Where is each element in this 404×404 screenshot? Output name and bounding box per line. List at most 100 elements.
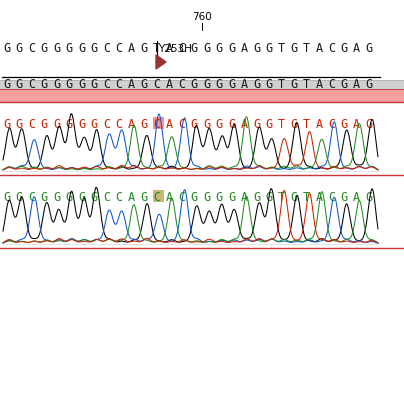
Text: G: G — [40, 118, 48, 131]
Text: G: G — [366, 42, 372, 55]
Text: A: A — [316, 118, 323, 131]
Text: T: T — [153, 42, 160, 55]
Text: T: T — [278, 78, 285, 91]
Text: G: G — [65, 118, 73, 131]
Text: G: G — [228, 78, 235, 91]
Text: G: G — [203, 78, 210, 91]
Text: G: G — [203, 118, 210, 131]
Text: A: A — [316, 78, 323, 91]
Text: C: C — [103, 42, 110, 55]
Text: G: G — [53, 118, 60, 131]
Text: T: T — [278, 42, 285, 55]
Text: G: G — [265, 78, 273, 91]
Text: G: G — [191, 78, 198, 91]
Text: G: G — [341, 118, 347, 131]
Text: C: C — [328, 118, 335, 131]
Text: A: A — [240, 118, 248, 131]
Text: G: G — [3, 78, 10, 91]
Text: C: C — [116, 118, 123, 131]
Text: G: G — [366, 191, 372, 204]
Text: G: G — [15, 42, 23, 55]
Text: A: A — [353, 42, 360, 55]
Text: A: A — [128, 191, 135, 204]
Text: G: G — [203, 191, 210, 204]
Text: C: C — [28, 42, 35, 55]
Text: G: G — [141, 42, 147, 55]
Text: G: G — [290, 118, 298, 131]
Text: G: G — [253, 118, 260, 131]
Text: G: G — [341, 78, 347, 91]
Bar — [152, 117, 164, 128]
Text: C: C — [103, 191, 110, 204]
Text: A: A — [353, 118, 360, 131]
Text: C: C — [328, 191, 335, 204]
Text: A: A — [316, 191, 323, 204]
Bar — [0, 89, 404, 102]
Bar — [0, 80, 404, 89]
Text: G: G — [65, 191, 73, 204]
Text: G: G — [53, 191, 60, 204]
Text: G: G — [203, 42, 210, 55]
Text: G: G — [290, 191, 298, 204]
Text: A: A — [166, 78, 173, 91]
Text: C: C — [153, 118, 160, 131]
Text: C: C — [328, 42, 335, 55]
Text: G: G — [215, 118, 223, 131]
Text: A: A — [166, 191, 173, 204]
Text: C: C — [28, 118, 35, 131]
Text: T: T — [303, 118, 310, 131]
Text: C: C — [116, 42, 123, 55]
Text: G: G — [78, 118, 85, 131]
Text: G: G — [290, 78, 298, 91]
Text: C: C — [116, 78, 123, 91]
Text: G: G — [366, 78, 372, 91]
Text: G: G — [78, 78, 85, 91]
Text: C: C — [178, 42, 185, 55]
Text: T: T — [303, 191, 310, 204]
Text: G: G — [65, 78, 73, 91]
Text: G: G — [215, 191, 223, 204]
Text: G: G — [15, 118, 23, 131]
Text: C: C — [153, 191, 160, 204]
Text: C: C — [178, 78, 185, 91]
Text: 760: 760 — [192, 12, 212, 22]
Text: G: G — [90, 78, 98, 91]
Text: G: G — [90, 42, 98, 55]
Text: A: A — [353, 78, 360, 91]
Text: G: G — [341, 191, 347, 204]
Text: G: G — [53, 78, 60, 91]
Text: G: G — [15, 191, 23, 204]
Text: G: G — [141, 78, 147, 91]
Text: C: C — [103, 118, 110, 131]
Text: G: G — [78, 191, 85, 204]
Text: G: G — [3, 42, 10, 55]
Text: T: T — [278, 118, 285, 131]
Text: A: A — [166, 118, 173, 131]
Text: C: C — [178, 191, 185, 204]
Text: G: G — [53, 42, 60, 55]
Text: G: G — [3, 191, 10, 204]
Text: G: G — [191, 118, 198, 131]
Text: G: G — [265, 42, 273, 55]
Text: A: A — [128, 118, 135, 131]
Text: A: A — [128, 42, 135, 55]
Text: G: G — [290, 42, 298, 55]
Text: G: G — [141, 118, 147, 131]
Text: C: C — [328, 78, 335, 91]
Text: G: G — [15, 78, 23, 91]
Text: A: A — [353, 191, 360, 204]
Text: G: G — [366, 118, 372, 131]
Text: G: G — [265, 118, 273, 131]
Text: G: G — [253, 78, 260, 91]
Text: A: A — [240, 42, 248, 55]
Text: G: G — [228, 191, 235, 204]
Text: G: G — [65, 42, 73, 55]
Text: G: G — [90, 118, 98, 131]
Text: G: G — [228, 42, 235, 55]
Text: G: G — [253, 42, 260, 55]
Text: C: C — [116, 191, 123, 204]
Text: A: A — [166, 42, 173, 55]
Text: G: G — [40, 42, 48, 55]
Text: A: A — [240, 191, 248, 204]
Text: Y253H: Y253H — [158, 44, 192, 54]
